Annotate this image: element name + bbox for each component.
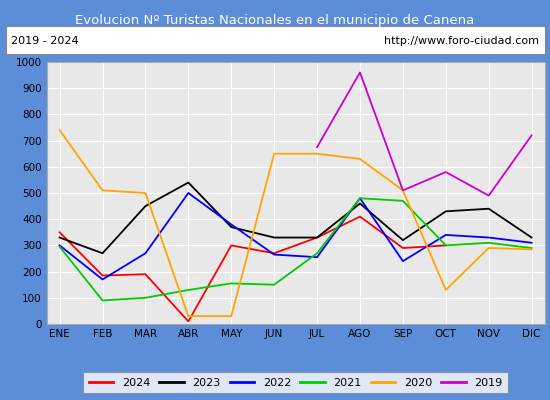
Text: 2019 - 2024: 2019 - 2024 xyxy=(11,36,79,46)
Text: http://www.foro-ciudad.com: http://www.foro-ciudad.com xyxy=(384,36,539,46)
Text: Evolucion Nº Turistas Nacionales en el municipio de Canena: Evolucion Nº Turistas Nacionales en el m… xyxy=(75,14,475,27)
Legend: 2024, 2023, 2022, 2021, 2020, 2019: 2024, 2023, 2022, 2021, 2020, 2019 xyxy=(83,372,508,393)
